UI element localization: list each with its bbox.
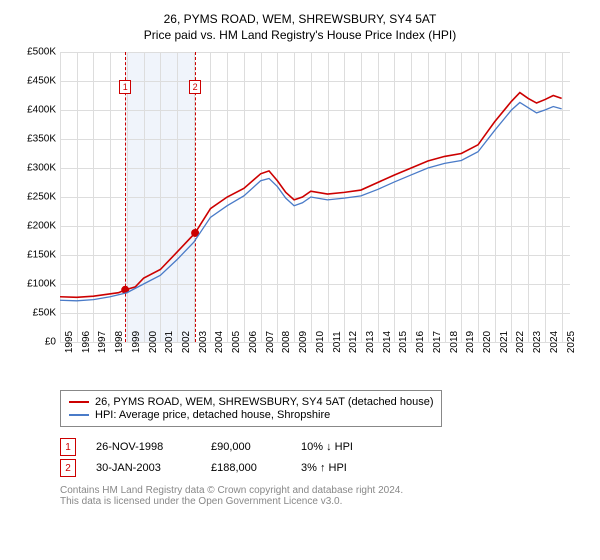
events-table: 1 26-NOV-1998 £90,000 10% ↓ HPI 2 30-JAN-2003… bbox=[60, 438, 590, 477]
y-axis-label: £400K bbox=[27, 105, 60, 116]
y-axis-label: £250K bbox=[27, 192, 60, 203]
event-date: 30-JAN-2003 bbox=[96, 462, 191, 474]
y-axis-label: £350K bbox=[27, 134, 60, 145]
y-axis-label: £150K bbox=[27, 250, 60, 261]
legend-label: 26, PYMS ROAD, WEM, SHREWSBURY, SY4 5AT … bbox=[95, 396, 433, 408]
footer: Contains HM Land Registry data © Crown c… bbox=[60, 485, 590, 507]
legend-swatch bbox=[69, 414, 89, 416]
legend-label: HPI: Average price, detached house, Shro… bbox=[95, 409, 330, 421]
event-row: 2 30-JAN-2003 £188,000 3% ↑ HPI bbox=[60, 459, 590, 477]
y-axis-label: £500K bbox=[27, 47, 60, 58]
chart-svg bbox=[60, 52, 570, 342]
chart-title: 26, PYMS ROAD, WEM, SHREWSBURY, SY4 5AT bbox=[10, 12, 590, 26]
event-delta: 10% ↓ HPI bbox=[301, 441, 353, 453]
series-price_paid bbox=[60, 93, 562, 298]
footer-line2: This data is licensed under the Open Gov… bbox=[60, 496, 590, 507]
event-date: 26-NOV-1998 bbox=[96, 441, 191, 453]
event-price: £188,000 bbox=[211, 462, 281, 474]
chart-subtitle: Price paid vs. HM Land Registry's House … bbox=[10, 28, 590, 42]
event-price: £90,000 bbox=[211, 441, 281, 453]
y-axis-label: £300K bbox=[27, 163, 60, 174]
y-axis-label: £100K bbox=[27, 279, 60, 290]
y-axis-label: £450K bbox=[27, 76, 60, 87]
legend: 26, PYMS ROAD, WEM, SHREWSBURY, SY4 5AT … bbox=[60, 390, 442, 427]
event-number: 2 bbox=[60, 459, 76, 477]
legend-item: 26, PYMS ROAD, WEM, SHREWSBURY, SY4 5AT … bbox=[69, 396, 433, 408]
y-axis-label: £50K bbox=[33, 308, 60, 319]
event-row: 1 26-NOV-1998 £90,000 10% ↓ HPI bbox=[60, 438, 590, 456]
y-axis-label: £0 bbox=[45, 337, 60, 348]
legend-item: HPI: Average price, detached house, Shro… bbox=[69, 409, 433, 421]
legend-swatch bbox=[69, 401, 89, 403]
footer-line1: Contains HM Land Registry data © Crown c… bbox=[60, 485, 590, 496]
event-number: 1 bbox=[60, 438, 76, 456]
plot-area: £0£50K£100K£150K£200K£250K£300K£350K£400… bbox=[60, 52, 570, 342]
y-axis-label: £200K bbox=[27, 221, 60, 232]
event-delta: 3% ↑ HPI bbox=[301, 462, 347, 474]
chart-container: 26, PYMS ROAD, WEM, SHREWSBURY, SY4 5AT … bbox=[10, 12, 590, 507]
